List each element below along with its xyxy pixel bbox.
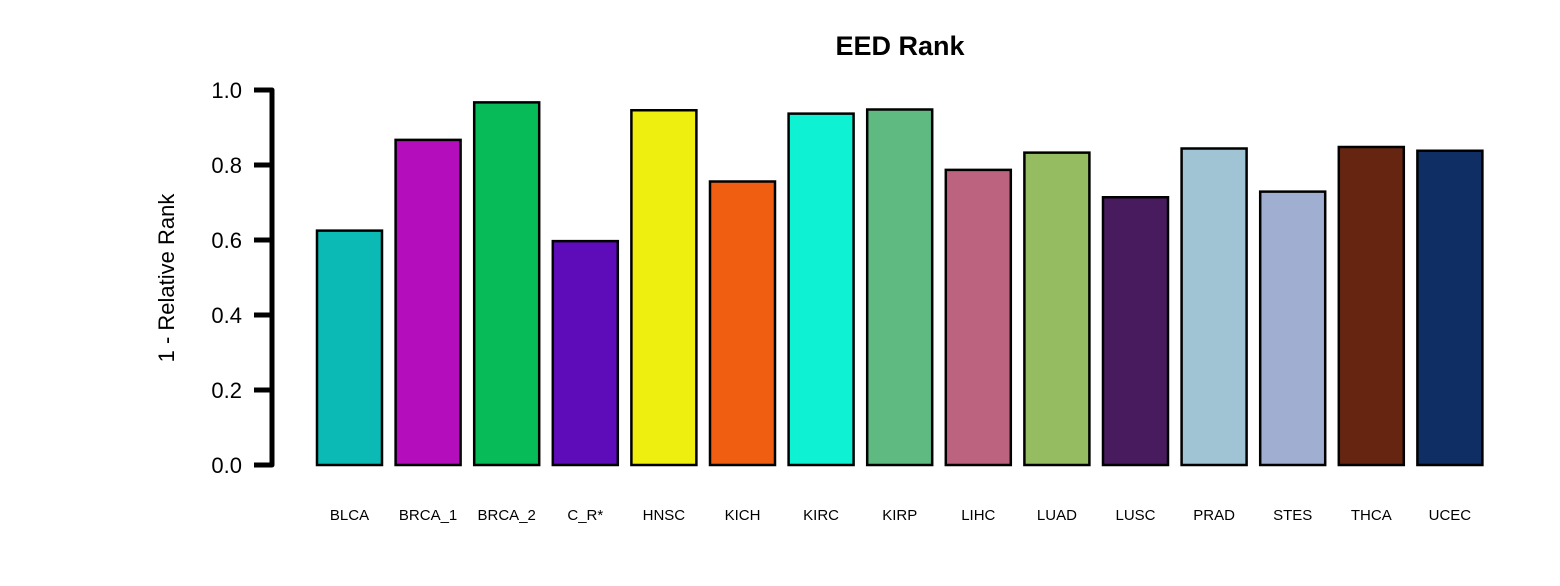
bar-ucec [1416, 149, 1484, 467]
bar-kich [708, 180, 777, 467]
x-tick-label: UCEC [1429, 507, 1472, 524]
y-tick-label: 1.0 [211, 78, 242, 103]
y-axis: 0.0 0.2 0.4 0.6 0.8 1.0 [211, 78, 275, 478]
x-tick-label: BLCA [330, 507, 369, 524]
x-tick-label: THCA [1351, 507, 1392, 524]
bar-hnsc [630, 109, 698, 467]
y-tick-label: 0.4 [211, 303, 242, 328]
y-tick-label: 0.2 [211, 378, 242, 403]
x-tick-label: BRCA_1 [399, 507, 457, 524]
bar-brca-1 [394, 138, 462, 467]
x-tick-label: LUSC [1115, 507, 1155, 524]
x-tick-labels: BLCA BRCA_1 BRCA_2 C_R* HNSC KICH KIRC KIRP LIHC… [330, 507, 1471, 524]
x-tick-label: C_R* [567, 507, 603, 524]
bars [315, 101, 1484, 467]
bar-stes [1258, 190, 1327, 467]
x-tick-label: BRCA_2 [478, 507, 536, 524]
bar-kirc [787, 112, 855, 467]
x-tick-label: HNSC [643, 507, 686, 524]
bar-lusc [1101, 196, 1170, 467]
y-axis-label: 1 - Relative Rank [154, 193, 179, 363]
x-tick-label: KIRP [882, 507, 917, 524]
x-tick-label: STES [1273, 507, 1312, 524]
y-tick-label: 0.6 [211, 228, 242, 253]
bar-c-r [551, 239, 620, 467]
bar-thca [1337, 145, 1406, 467]
bar-brca-2 [472, 101, 541, 467]
bar-prad [1180, 147, 1248, 467]
bar-luad [1023, 151, 1091, 467]
bar-kirp [865, 108, 934, 467]
x-tick-label: LUAD [1037, 507, 1077, 524]
x-tick-label: KIRC [803, 507, 839, 524]
x-tick-label: PRAD [1193, 507, 1235, 524]
x-tick-label: LIHC [961, 507, 995, 524]
bar-blca [315, 229, 384, 467]
y-tick-label: 0.8 [211, 153, 242, 178]
x-tick-label: KICH [725, 507, 761, 524]
y-tick-label: 0.0 [211, 453, 242, 478]
chart-title: EED Rank [835, 31, 965, 61]
bar-lihc [944, 168, 1013, 467]
